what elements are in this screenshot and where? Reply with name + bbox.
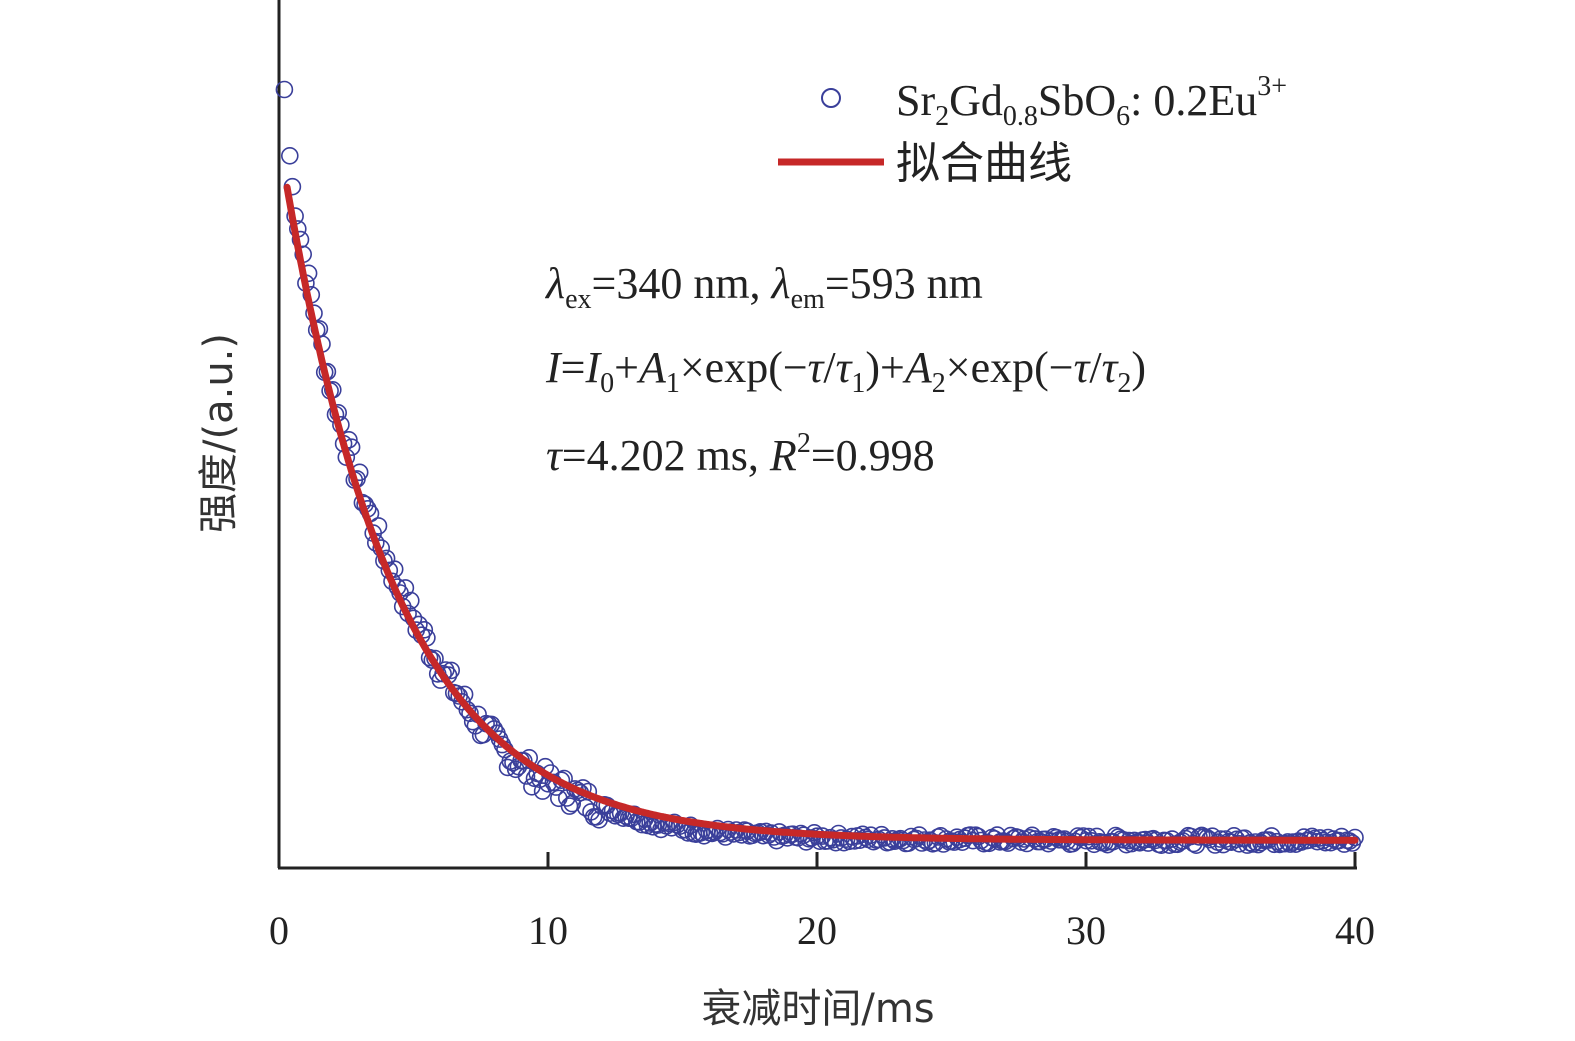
- x-tick-label: 30: [1066, 908, 1106, 953]
- data-point: [576, 798, 595, 817]
- data-point: [275, 80, 294, 99]
- x-tick-label: 20: [797, 908, 837, 953]
- data-point: [1244, 835, 1262, 853]
- legend: Sr2Gd0.8SbO6: 0.2Eu3+ 拟合曲线: [778, 71, 1287, 189]
- data-point: [590, 810, 608, 829]
- data-point: [587, 808, 606, 826]
- legend-label-scatter: Sr2Gd0.8SbO6: 0.2Eu3+: [896, 71, 1287, 132]
- data-point: [458, 700, 477, 719]
- data-point: [280, 147, 299, 165]
- data-point: [517, 767, 536, 785]
- data-point: [1203, 827, 1222, 846]
- x-ticks: 0 10 20 30 40: [269, 852, 1375, 953]
- legend-marker-scatter: [821, 88, 841, 108]
- x-tick-label: 10: [528, 908, 568, 953]
- annotation-wavelengths: λex=340 nm, λem=593 nm: [544, 259, 983, 315]
- data-point: [1281, 835, 1300, 853]
- x-tick-label: 40: [1335, 908, 1375, 953]
- annotation-lifetime: τ=4.202 ms, R2=0.998: [546, 428, 935, 480]
- annotations: λex=340 nm, λem=593 nm I=I0+A1×exp(−τ/τ1…: [544, 259, 1146, 480]
- x-axis-title: 衰减时间/ms: [701, 986, 934, 1032]
- data-point: [461, 704, 479, 723]
- legend-label-fit: 拟合曲线: [896, 138, 1072, 189]
- annotation-fit-equation: I=I0+A1×exp(−τ/τ1)+A2×exp(−τ/τ2): [545, 343, 1146, 399]
- x-tick-label: 0: [269, 908, 289, 953]
- fit-curve: [283, 183, 1359, 844]
- y-axis-title: 强度/(a.u.): [196, 333, 242, 533]
